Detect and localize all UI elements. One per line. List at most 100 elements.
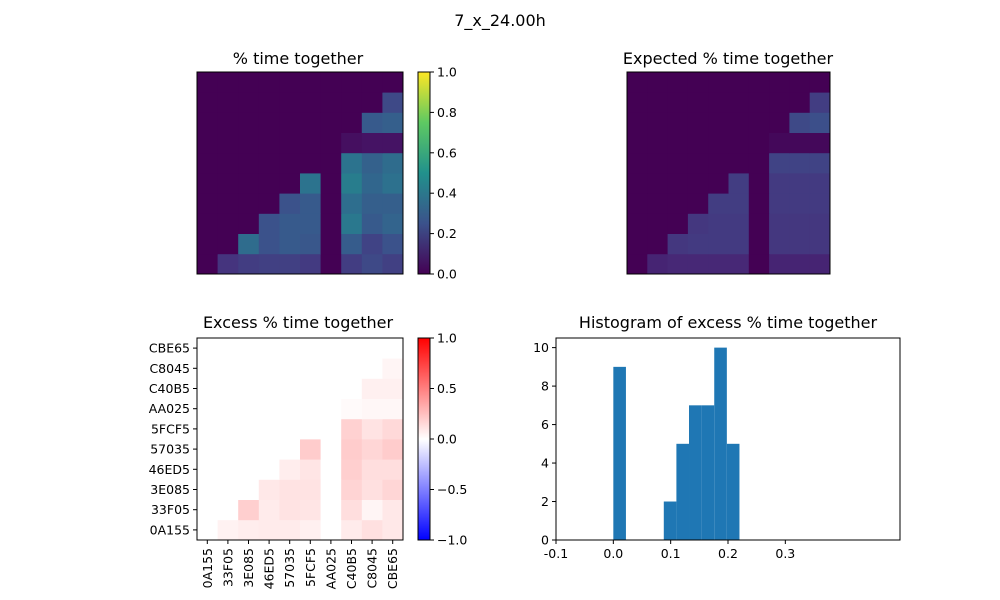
heatmap-cell (217, 338, 239, 359)
heatmap-cell (320, 479, 342, 500)
y-tick-label: 10 (533, 340, 549, 355)
heatmap-cell (382, 459, 404, 480)
heatmap-cell (258, 193, 280, 214)
heatmap-cell (258, 398, 280, 420)
heatmap-cell (320, 132, 342, 154)
heatmap-cell (809, 72, 831, 93)
heatmap-cell (320, 72, 342, 93)
heatmap-cell (300, 519, 321, 541)
heatmap-cell (382, 193, 404, 214)
heatmap-cell (708, 173, 729, 194)
y-tick-label: 2 (541, 494, 549, 509)
axes-frame (626, 71, 831, 275)
heatmap-cell (279, 152, 301, 174)
heatmap-cell (258, 253, 280, 275)
axis-labels: 0A155 0A155 33F05 33F05 3E085 3E085 46ED5 46ED5… (149, 341, 401, 590)
heatmap-cell (667, 253, 689, 275)
histogram-bars (613, 347, 740, 540)
heatmap-cell (361, 253, 383, 275)
colorbar-ticks: 0.0 0.2 0.4 0.6 0.8 1.0 (430, 65, 457, 282)
heatmap-cell (279, 459, 301, 480)
heatmap-cell (382, 132, 404, 154)
y-tick-label: C40B5 (149, 381, 190, 396)
heatmap-cell (728, 152, 750, 174)
heatmap-cell (258, 338, 280, 359)
heatmap-cell (300, 338, 321, 359)
colorbar: 0.0 0.2 0.4 0.6 0.8 1.0 (417, 65, 457, 282)
heatmap-cell (647, 193, 668, 214)
heatmap-cell (320, 338, 342, 359)
heatmap-cell (361, 418, 383, 440)
heatmap-cell (809, 233, 831, 255)
heatmap-cell (341, 132, 363, 154)
colorbar-tick-label: 0.0 (437, 267, 457, 282)
heatmap-cell (809, 132, 831, 154)
heatmap-cell (217, 459, 239, 480)
x-tick-label: 57035 (282, 548, 297, 588)
y-tick-label: 3E085 (150, 482, 190, 497)
heatmap-cell (279, 398, 301, 420)
heatmap-cell (728, 233, 750, 255)
heatmap-cell (627, 253, 648, 275)
colorbar-tick-label: −0.5 (437, 482, 467, 497)
heatmap-cell (687, 152, 709, 174)
heatmap-cell (627, 72, 648, 93)
heatmap-cell (279, 233, 301, 255)
heatmap-cell (687, 233, 709, 255)
heatmap-cell (238, 132, 260, 154)
heatmap-cell (217, 72, 239, 93)
colorbar-gradient (417, 71, 431, 275)
heatmap-cell (809, 112, 831, 133)
heatmap-cell (667, 72, 689, 93)
heatmap-cell (687, 72, 709, 93)
heatmap-cell (238, 233, 260, 255)
heatmap-cell (300, 112, 321, 133)
heatmap-cell (217, 439, 239, 460)
y-tick-label: 6 (541, 417, 549, 432)
heatmap-cell (300, 358, 321, 379)
heatmap-cell (341, 173, 363, 194)
heatmap-cell (361, 193, 383, 214)
heatmap-cell (238, 92, 260, 113)
heatmap-cell (258, 132, 280, 154)
heatmap-cell (238, 418, 260, 440)
heatmap-cell (279, 92, 301, 113)
heatmap-cell (300, 233, 321, 255)
y-tick-label: 8 (541, 379, 549, 394)
heatmap-cell (361, 378, 383, 399)
heatmap-cells (627, 72, 831, 275)
heatmap-cell (769, 253, 790, 275)
heatmap-cell (300, 193, 321, 214)
heatmap-cell (382, 213, 404, 234)
heatmap-cell (320, 233, 342, 255)
heatmap-cell (748, 92, 770, 113)
axes-frame (196, 71, 404, 275)
heatmap-cell (341, 418, 363, 440)
heatmap-cell (769, 72, 790, 93)
heatmap-cell (382, 418, 404, 440)
heatmap-cell (647, 92, 668, 113)
heatmap-cell (197, 358, 218, 379)
heatmap-cell (687, 92, 709, 113)
heatmap-cell (789, 173, 811, 194)
heatmap-cell (382, 112, 404, 133)
heatmap-cell (238, 358, 260, 379)
x-tick-label: 33F05 (220, 548, 235, 587)
heatmap-cell (279, 132, 301, 154)
panel-title: Expected % time together (623, 49, 834, 68)
heatmap-cell (217, 213, 239, 234)
panel-title: % time together (233, 49, 364, 68)
heatmap-cell (687, 132, 709, 154)
heatmap-cell (258, 358, 280, 379)
heatmap-cell (809, 213, 831, 234)
heatmap-cell (258, 152, 280, 174)
y-tick-label: 0A155 (150, 522, 190, 537)
colorbar-tick-label: 0.5 (437, 381, 457, 396)
heatmap-cell (197, 72, 218, 93)
heatmap-cell (708, 132, 729, 154)
colorbar-tick-label: 0.2 (437, 226, 457, 241)
heatmap-cell (769, 193, 790, 214)
heatmap-cells (197, 338, 404, 541)
x-tick-label: 0.1 (661, 546, 681, 561)
heatmap-cell (687, 112, 709, 133)
